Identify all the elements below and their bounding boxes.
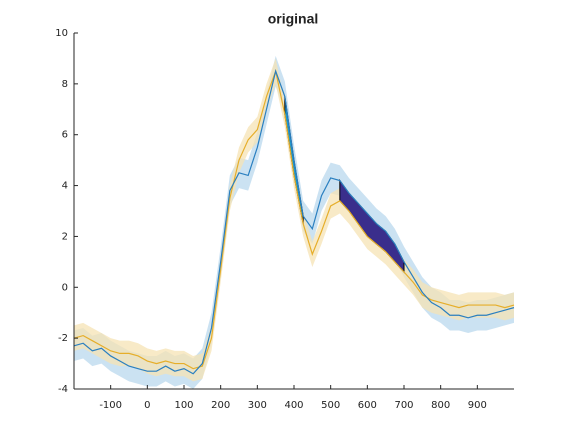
- series-line: [73, 69, 515, 375]
- x-tick-label: 100: [174, 400, 193, 411]
- y-tick-label: -4: [58, 384, 68, 395]
- chart-title: original: [268, 11, 319, 27]
- x-tick-label: 300: [248, 400, 267, 411]
- x-tick-label: 900: [468, 400, 487, 411]
- x-tick-label: 0: [144, 400, 150, 411]
- y-tick-label: 8: [62, 79, 68, 90]
- x-tick-label: 600: [358, 400, 377, 411]
- x-tick-label: 800: [431, 400, 450, 411]
- x-tick-label: 200: [211, 400, 230, 411]
- y-tick-label: 2: [62, 231, 68, 242]
- series-line: [73, 68, 515, 370]
- x-tick-label: -100: [99, 400, 122, 411]
- y-tick-label: -2: [58, 333, 68, 344]
- x-tick-label: 700: [394, 400, 413, 411]
- y-tick-label: 4: [62, 181, 68, 192]
- y-tick-label: 0: [62, 282, 68, 293]
- x-tick-label: 400: [284, 400, 303, 411]
- y-tick-label: 10: [55, 28, 68, 39]
- error-band: [74, 58, 514, 382]
- y-tick-label: 6: [62, 130, 68, 141]
- x-tick-label: 500: [321, 400, 340, 411]
- error-band: [74, 55, 514, 390]
